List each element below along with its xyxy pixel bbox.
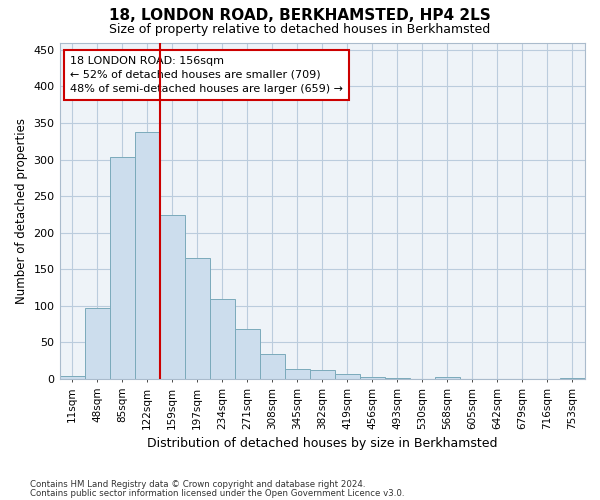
Bar	[335, 374, 360, 379]
Bar	[59, 376, 85, 379]
Bar	[134, 132, 160, 379]
Bar	[385, 378, 410, 379]
Bar	[560, 378, 585, 379]
Text: 18 LONDON ROAD: 156sqm
← 52% of detached houses are smaller (709)
48% of semi-de: 18 LONDON ROAD: 156sqm ← 52% of detached…	[70, 56, 343, 94]
Text: 18, LONDON ROAD, BERKHAMSTED, HP4 2LS: 18, LONDON ROAD, BERKHAMSTED, HP4 2LS	[109, 8, 491, 22]
Text: Contains HM Land Registry data © Crown copyright and database right 2024.: Contains HM Land Registry data © Crown c…	[30, 480, 365, 489]
Bar	[310, 370, 335, 379]
Text: Size of property relative to detached houses in Berkhamsted: Size of property relative to detached ho…	[109, 22, 491, 36]
Bar	[110, 156, 134, 379]
Bar	[435, 378, 460, 379]
Bar	[285, 370, 310, 379]
Bar	[85, 308, 110, 379]
Bar	[260, 354, 285, 379]
Bar	[235, 329, 260, 379]
Bar	[209, 299, 235, 379]
Bar	[360, 376, 385, 379]
Bar	[185, 258, 209, 379]
X-axis label: Distribution of detached houses by size in Berkhamsted: Distribution of detached houses by size …	[147, 437, 497, 450]
Y-axis label: Number of detached properties: Number of detached properties	[15, 118, 28, 304]
Text: Contains public sector information licensed under the Open Government Licence v3: Contains public sector information licen…	[30, 488, 404, 498]
Bar	[160, 215, 185, 379]
